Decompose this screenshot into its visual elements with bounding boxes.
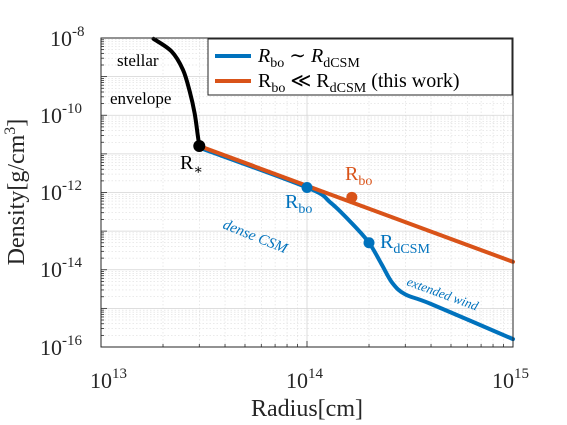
y-tick-label-1e-12: 10-12 bbox=[40, 178, 82, 205]
series-lines bbox=[151, 36, 515, 342]
x-tick-label-1e15: 1015 bbox=[492, 366, 529, 393]
marker-rdcsm bbox=[363, 237, 375, 249]
marker-rbo_blue bbox=[301, 181, 313, 193]
annotations: stellar envelope R∗ Rbo Rbo RdCSM dense … bbox=[110, 51, 481, 314]
y-tick-label-1e-8: 10-8 bbox=[50, 24, 85, 51]
series-line-rbo_sim_rdcsm bbox=[197, 145, 515, 342]
annotation-rbo-blue: Rbo bbox=[285, 191, 312, 217]
legend-box bbox=[207, 38, 513, 96]
x-tick-label-1e14: 1014 bbox=[286, 366, 324, 393]
annotation-envelope: envelope bbox=[110, 89, 171, 108]
annotation-stellar: stellar bbox=[117, 51, 159, 70]
y-tick-label-1e-16: 10-16 bbox=[40, 333, 82, 360]
x-axis-label: Radius[cm] bbox=[251, 396, 363, 422]
legend-label-blue: Rbo ∼ RdCSM bbox=[257, 45, 360, 71]
annotation-rstar: R∗ bbox=[180, 152, 203, 178]
x-tick-label-1e13: 1013 bbox=[90, 366, 127, 393]
legend: Rbo ∼ RdCSM Rbo ≪ RdCSM (this work) bbox=[207, 38, 513, 96]
series-line-rbo_ll_rdcsm bbox=[197, 143, 515, 264]
y-tick-label-1e-14: 10-14 bbox=[40, 255, 82, 282]
marker-rstar bbox=[193, 139, 206, 152]
tick-marks bbox=[100, 39, 504, 348]
annotation-rbo-orange: Rbo bbox=[345, 163, 372, 189]
legend-label-orange: Rbo ≪ RdCSM (this work) bbox=[258, 70, 460, 96]
annotation-rdcsm: RdCSM bbox=[380, 231, 430, 257]
marker-rbo_orange bbox=[346, 191, 358, 203]
series-line-envelope bbox=[151, 36, 202, 148]
y-tick-labels: 10-8 10-10 10-12 10-14 10-16 bbox=[40, 24, 85, 360]
y-tick-label-1e-10: 10-10 bbox=[40, 101, 82, 128]
y-axis-label: Density[g/cm3] bbox=[2, 119, 30, 266]
markers bbox=[193, 139, 375, 249]
x-tick-labels: 1013 1014 1015 bbox=[90, 366, 529, 393]
